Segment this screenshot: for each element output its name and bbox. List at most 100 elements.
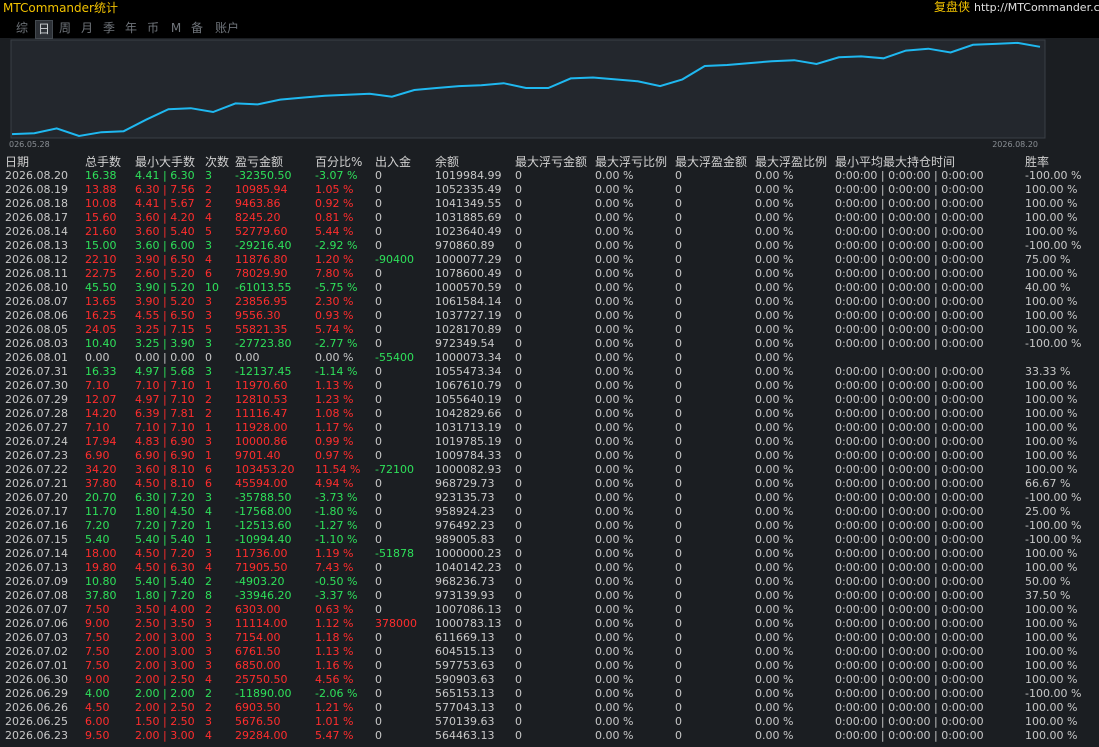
column-header: 最小大手数 (135, 155, 196, 169)
cell: 0.00 % (595, 603, 634, 616)
cell: 4.97 | 5.68 (135, 365, 195, 378)
cell: 0.00 % (755, 547, 794, 560)
cell: 0.00 % (595, 547, 634, 560)
cell: 2 (205, 393, 212, 406)
cell: 0 (515, 379, 522, 392)
tab[interactable]: 备 (190, 21, 203, 35)
cell: 1.01 % (315, 715, 354, 728)
cell: 0 (675, 701, 682, 714)
cell: 0:00:00 | 0:00:00 | 0:00:00 (835, 421, 984, 434)
cell: 11.54 % (315, 463, 361, 476)
cell: 2026.07.06 (5, 617, 68, 630)
cell: 66.67 % (1025, 477, 1071, 490)
cell: 2 (205, 407, 212, 420)
cell: 0.00 % (595, 519, 634, 532)
cell: 0 (515, 183, 522, 196)
cell: 18.00 (85, 547, 117, 560)
tab[interactable]: 综 (15, 21, 28, 35)
cell: 0 (515, 603, 522, 616)
cell: 1000783.13 (435, 617, 502, 630)
cell: 100.00 % (1025, 211, 1078, 224)
cell: 100.00 % (1025, 673, 1078, 686)
cell: 973139.93 (435, 589, 495, 602)
cell: 0.00 % (755, 407, 794, 420)
cell: 0.81 % (315, 211, 354, 224)
cell: 6 (205, 267, 212, 280)
cell: 0:00:00 | 0:00:00 | 0:00:00 (835, 659, 984, 672)
cell: 2 (205, 687, 212, 700)
cell: 0:00:00 | 0:00:00 | 0:00:00 (835, 379, 984, 392)
cell: 2026.08.19 (5, 183, 68, 196)
cell: 100.00 % (1025, 715, 1078, 728)
cell: 0 (675, 183, 682, 196)
cell: 0.00 % (595, 575, 634, 588)
cell: 5676.50 (235, 715, 281, 728)
cell: 0.97 % (315, 449, 354, 462)
tab[interactable]: 月 (80, 21, 93, 35)
cell: 0 (675, 547, 682, 560)
cell: 0 (675, 561, 682, 574)
cell: 10.08 (85, 197, 117, 210)
cell: 1.18 % (315, 631, 354, 644)
cell: 0 (515, 295, 522, 308)
tab[interactable]: M (170, 21, 182, 35)
cell: 0 (675, 337, 682, 350)
cell: 75.00 % (1025, 253, 1071, 266)
cell: 2 (205, 701, 212, 714)
tab[interactable]: 年 (124, 21, 137, 35)
cell: 78029.90 (235, 267, 288, 280)
cell: 0.00 % (595, 225, 634, 238)
cell: 0 (515, 631, 522, 644)
cell: 14.20 (85, 407, 117, 420)
cell: 25.00 % (1025, 505, 1071, 518)
cell: 0 (515, 729, 522, 742)
tab[interactable]: 周 (58, 21, 71, 35)
cell: 1 (205, 533, 212, 546)
cell: 0 (675, 533, 682, 546)
cell: -0.50 % (315, 575, 358, 588)
cell: 3.25 | 3.90 (135, 337, 195, 350)
cell: 2026.06.29 (5, 687, 68, 700)
cell: 16.25 (85, 309, 117, 322)
cell: 1019785.19 (435, 435, 502, 448)
cell: -3.73 % (315, 491, 358, 504)
cell: 4.50 | 7.20 (135, 547, 195, 560)
cell: 0 (515, 477, 522, 490)
tab[interactable]: 账户 (214, 21, 239, 35)
cell: 0.00 % (755, 197, 794, 210)
cell: 0.00 % (755, 589, 794, 602)
cell: 10 (205, 281, 219, 294)
cell: 6.90 (85, 449, 110, 462)
cell: 12810.53 (235, 393, 288, 406)
cell: 7.50 (85, 631, 110, 644)
cell: 0 (675, 435, 682, 448)
url[interactable]: http://MTCommander.com (974, 1, 1099, 14)
cell: 0.00 % (595, 421, 634, 434)
cell: 0.00 % (595, 589, 634, 602)
cell: -11890.00 (235, 687, 292, 700)
tab[interactable]: 季 (102, 21, 115, 35)
cell: 0:00:00 | 0:00:00 | 0:00:00 (835, 449, 984, 462)
tab[interactable]: 日 (35, 20, 53, 39)
cell: 0 (375, 575, 382, 588)
cell: 0 (375, 687, 382, 700)
cell: 604515.13 (435, 645, 495, 658)
cell: 0 (375, 407, 382, 420)
cell: -29216.40 (235, 239, 292, 252)
cell: 6850.00 (235, 659, 281, 672)
cell: 6.00 (85, 715, 110, 728)
cell: 0 (375, 211, 382, 224)
cell: 100.00 % (1025, 701, 1078, 714)
cell: 958924.23 (435, 505, 495, 518)
cell: 4.00 (85, 687, 110, 700)
cell: 0:00:00 | 0:00:00 | 0:00:00 (835, 337, 984, 350)
cell: 6.90 | 6.90 (135, 449, 195, 462)
cell: 1078600.49 (435, 267, 502, 280)
cell: 1040142.23 (435, 561, 502, 574)
cell: 3 (205, 169, 212, 182)
cell: 0 (675, 281, 682, 294)
cell: 0.00 % (755, 603, 794, 616)
cell: 2026.07.22 (5, 463, 68, 476)
cell: 37.50 % (1025, 589, 1071, 602)
tab[interactable]: 币 (146, 21, 159, 35)
